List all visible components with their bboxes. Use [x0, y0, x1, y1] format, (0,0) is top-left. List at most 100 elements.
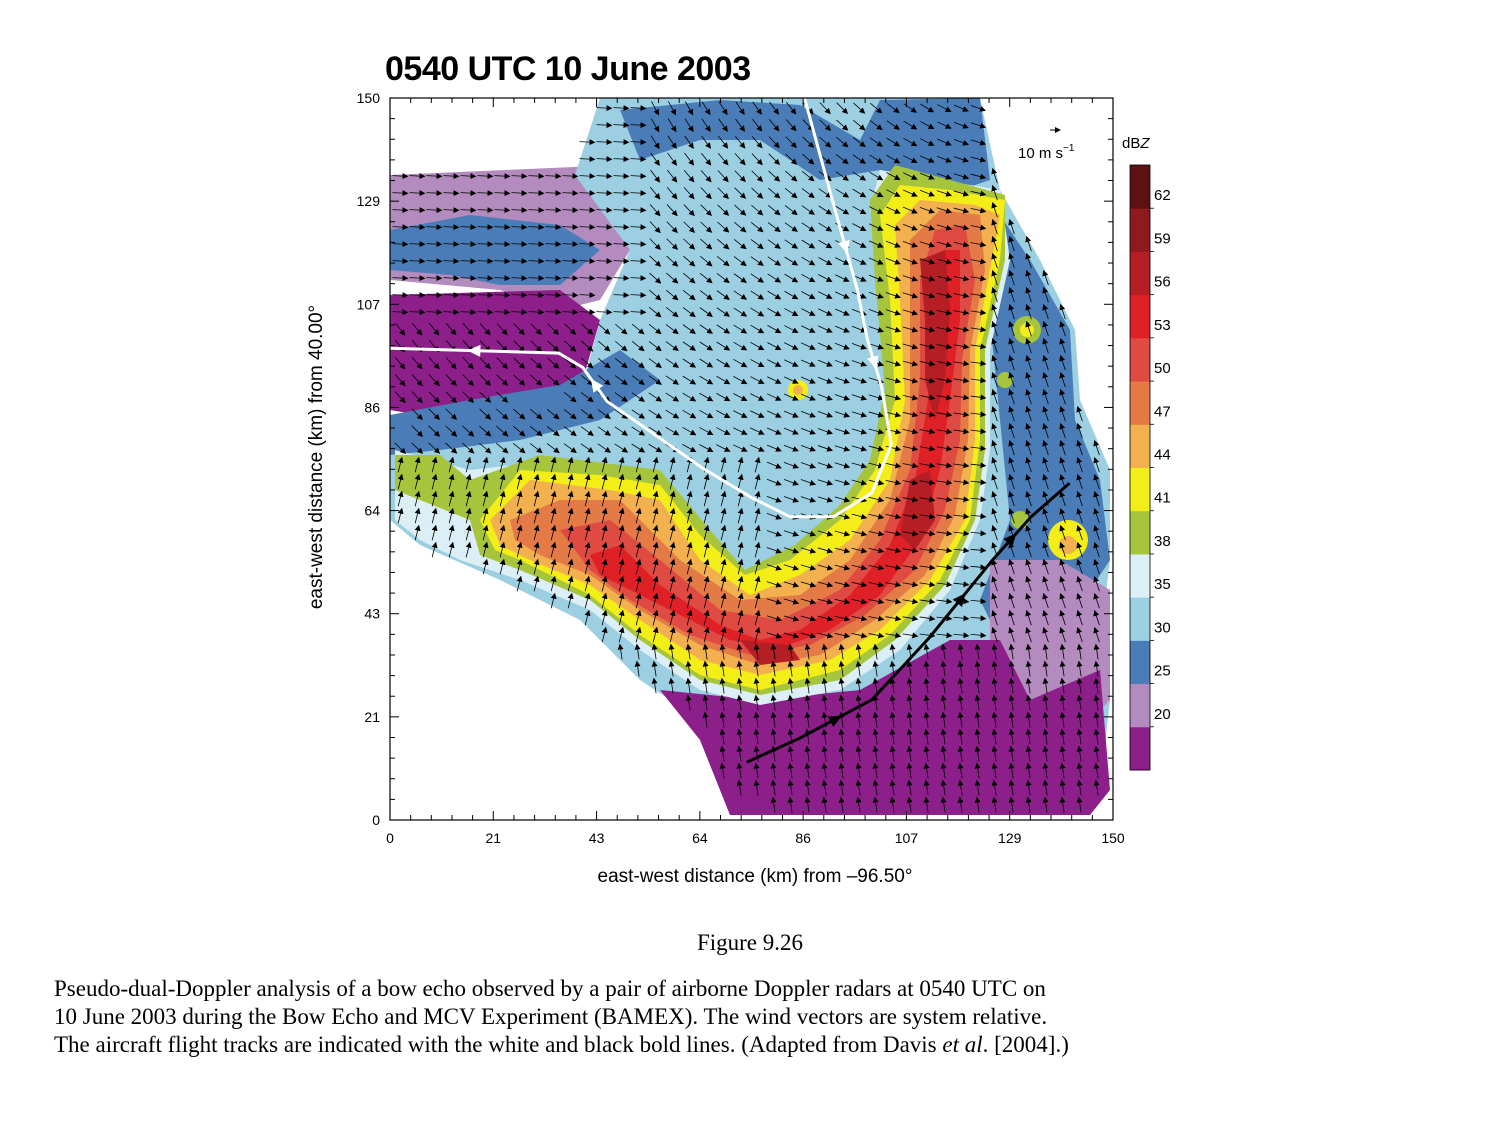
- wind-vector: [733, 290, 748, 300]
- wind-vector: [443, 241, 460, 248]
- wind-vector: [750, 410, 765, 418]
- wind-vector: [584, 507, 591, 524]
- y-tick-label: 43: [364, 606, 380, 622]
- wind-vector: [800, 445, 816, 452]
- colorbar-label: 20: [1154, 706, 1171, 723]
- wind-vector: [1042, 303, 1049, 320]
- wind-vector: [545, 190, 562, 197]
- wind-vector: [886, 120, 901, 130]
- wind-vector: [902, 445, 919, 452]
- wind-vector: [920, 103, 935, 113]
- wind-vector: [445, 408, 458, 420]
- wind-vector: [936, 496, 953, 503]
- wind-vector: [443, 258, 460, 265]
- wind-vector: [579, 309, 596, 316]
- wind-vector: [834, 445, 851, 452]
- wind-vector: [482, 507, 489, 524]
- wind-vector: [528, 258, 545, 265]
- wind-vector: [511, 190, 528, 197]
- wind-vector: [919, 445, 936, 452]
- wind-vector: [970, 462, 987, 469]
- wind-vector: [601, 456, 608, 473]
- wind-vector: [445, 374, 457, 387]
- wind-vector: [902, 394, 919, 401]
- wind-vector: [717, 204, 730, 216]
- wind-vector: [547, 374, 560, 386]
- wind-vector: [835, 257, 850, 265]
- wind-vector: [920, 121, 935, 130]
- wind-vector: [991, 422, 998, 439]
- wind-vector: [970, 377, 987, 384]
- wind-vector: [1025, 269, 1032, 286]
- wind-vector: [649, 238, 661, 251]
- wind-vector: [852, 188, 867, 198]
- wind-vector: [428, 374, 440, 387]
- wind-vector: [460, 224, 477, 231]
- wind-vector: [479, 442, 492, 454]
- wind-vector: [851, 496, 868, 503]
- wind-vector: [648, 392, 663, 402]
- wind-vector: [699, 273, 713, 284]
- wind-vector: [494, 292, 511, 299]
- wind-vector: [801, 256, 816, 266]
- wind-vector: [482, 456, 489, 473]
- wind-vector: [1059, 354, 1066, 371]
- wind-vector: [852, 119, 866, 131]
- y-tick-labels: 0 21 43 64 86 107 129 150: [357, 90, 381, 828]
- wind-vector: [733, 256, 747, 267]
- wind-vector: [426, 275, 443, 282]
- wind-vector: [614, 375, 628, 386]
- echo-core: [920, 250, 950, 420]
- wind-vector: [462, 357, 474, 370]
- wind-vector: [460, 190, 477, 197]
- wind-vector: [733, 427, 748, 435]
- wind-vector: [428, 322, 440, 336]
- wind-vector: [970, 411, 987, 418]
- wind-vector: [766, 513, 782, 520]
- wind-vector: [511, 275, 528, 282]
- wind-vector: [700, 170, 712, 183]
- wind-vector: [666, 238, 679, 250]
- wind-vector: [445, 425, 458, 437]
- colorbar-title: dBZ: [1122, 135, 1150, 152]
- wind-vector: [903, 103, 918, 113]
- wind-vector: [1008, 320, 1015, 337]
- wind-vector: [852, 137, 866, 148]
- wind-vector: [562, 207, 579, 214]
- colorbar-label: 47: [1154, 403, 1171, 420]
- wind-vector: [919, 428, 936, 435]
- wind-vector: [581, 340, 594, 352]
- wind-vector: [1008, 422, 1015, 439]
- wind-vector: [936, 309, 953, 316]
- wind-vector: [767, 342, 782, 350]
- wind-vector: [991, 507, 998, 524]
- wind-vector: [716, 444, 731, 452]
- wind-vector: [818, 222, 833, 232]
- wind-vector: [885, 240, 901, 248]
- wind-vector: [462, 323, 474, 336]
- wind-vector: [869, 120, 883, 131]
- wind-vector: [785, 170, 798, 182]
- echo-core-2: [900, 470, 935, 550]
- wind-vector: [750, 239, 764, 250]
- colorbar-label: 56: [1154, 274, 1171, 291]
- wind-vector: [448, 524, 455, 541]
- wind-vector: [699, 427, 714, 436]
- wind-vector: [465, 507, 472, 524]
- wind-vector: [443, 207, 460, 214]
- wind-vector: [885, 292, 902, 299]
- wind-vector: [1042, 320, 1049, 337]
- wind-vector: [614, 443, 629, 453]
- wind-vector: [735, 101, 745, 116]
- wind-vector: [1008, 371, 1015, 388]
- wind-vector: [970, 292, 987, 299]
- wind-vector: [665, 426, 680, 436]
- wind-vector: [834, 359, 850, 367]
- wind-vector: [665, 307, 679, 318]
- wind-vector: [550, 507, 557, 524]
- wind-vector: [953, 292, 970, 299]
- wind-vector: [920, 138, 935, 146]
- wind-vector: [409, 224, 426, 231]
- wind-vector: [460, 173, 477, 180]
- wind-vector: [1093, 456, 1100, 473]
